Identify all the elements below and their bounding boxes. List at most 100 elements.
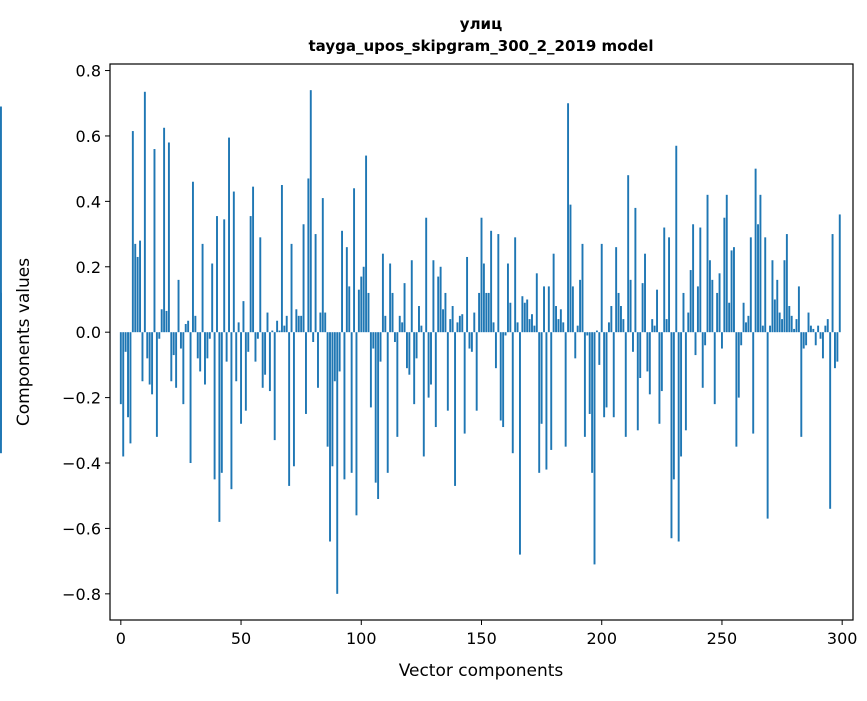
bar-component-93	[343, 332, 346, 480]
bar-component-173	[535, 273, 538, 333]
bar-component-174	[538, 332, 541, 473]
bar-component-138	[451, 306, 454, 333]
bar-component-71	[290, 243, 293, 333]
bar-component-156	[494, 332, 497, 369]
bar-component-264	[754, 168, 757, 333]
bar-component-163	[511, 332, 514, 454]
bar-component-214	[634, 207, 637, 333]
bar-component-95	[348, 286, 351, 333]
bar-component-110	[384, 315, 387, 333]
bar-component-133	[439, 266, 442, 333]
bar-component-237	[689, 270, 692, 333]
bar-component-9	[141, 332, 144, 382]
bar-component-191	[579, 279, 582, 333]
bar-component-164	[514, 237, 517, 333]
bar-component-227	[665, 319, 668, 333]
bar-component-179	[550, 332, 553, 450]
bar-component-261	[747, 315, 750, 333]
bar-component-91	[338, 332, 341, 372]
bar-component-232	[677, 332, 680, 542]
bar-component-32	[196, 332, 199, 359]
bar-component-16	[158, 332, 161, 339]
bar-component-115	[396, 332, 399, 437]
bar-component-undefined	[0, 106, 2, 333]
bar-component-252	[725, 194, 728, 333]
bar-component-117	[401, 322, 404, 333]
bar-component-260	[745, 322, 747, 333]
bar-component-233	[680, 332, 683, 457]
bar-component-143	[463, 332, 466, 434]
bar-component-25	[179, 332, 182, 349]
y-tick-label: −0.4	[62, 454, 101, 473]
bar-component-204	[610, 306, 613, 333]
x-tick-label: 0	[116, 629, 126, 648]
bar-component-7	[136, 256, 139, 333]
bar-component-211	[627, 175, 630, 333]
bar-component-83	[319, 312, 322, 333]
bar-component-209	[622, 319, 625, 333]
bar-component-190	[576, 325, 579, 333]
y-tick-label: −0.6	[62, 519, 101, 538]
bar-component-169	[526, 299, 529, 333]
bar-component-290	[817, 325, 820, 333]
bar-component-58	[259, 237, 262, 333]
bar-component-73	[295, 309, 298, 333]
bar-component-230	[672, 332, 675, 480]
bar-component-43	[223, 219, 226, 333]
bar-component-59	[261, 332, 264, 388]
bar-component-51	[242, 301, 245, 333]
bar-component-170	[528, 319, 531, 333]
bar-component-196	[591, 332, 594, 473]
bar-component-284	[802, 332, 805, 349]
bar-component-11	[146, 332, 149, 359]
bar-component-102	[365, 155, 368, 333]
bar-component-159	[502, 332, 505, 428]
bar-component-167	[521, 296, 524, 333]
bar-component-176	[543, 286, 545, 333]
bar-component-44	[225, 332, 228, 362]
bar-component-278	[788, 306, 791, 333]
bar-component-198	[595, 330, 598, 333]
bar-component-275	[781, 319, 784, 333]
bar-component-30	[191, 181, 194, 333]
bar-component-88	[331, 332, 334, 467]
bar-component-171	[531, 314, 533, 333]
bar-component-267	[761, 325, 764, 333]
bar-component-55	[252, 186, 255, 333]
bar-component-256	[735, 332, 738, 447]
bar-component-undefined	[0, 292, 2, 333]
bar-component-137	[449, 319, 452, 333]
bar-component-277	[785, 234, 788, 333]
bar-component-94	[345, 247, 348, 333]
bar-component-281	[795, 319, 798, 333]
bar-component-52	[244, 332, 247, 411]
bar-component-152	[485, 292, 488, 333]
bar-component-213	[632, 332, 634, 352]
bar-component-222	[653, 325, 656, 333]
bar-component-172	[533, 325, 536, 333]
bar-component-31	[194, 315, 197, 333]
bar-component-258	[740, 332, 743, 346]
bar-component-19	[165, 310, 168, 333]
bar-component-15	[155, 332, 158, 437]
bar-component-225	[660, 332, 663, 392]
bar-component-69	[285, 315, 288, 333]
bar-component-166	[519, 332, 521, 555]
x-axis-label: Vector components	[399, 661, 564, 681]
bar-component-33	[199, 332, 202, 372]
bar-component-98	[355, 332, 358, 516]
bar-component-36	[206, 332, 209, 359]
bar-component-295	[829, 332, 832, 509]
bar-component-183	[559, 309, 562, 333]
bar-component-158	[499, 332, 502, 421]
bar-component-193	[583, 332, 586, 437]
bar-component-41	[218, 332, 221, 522]
bar-component-212	[629, 279, 632, 333]
bar-component-113	[391, 292, 394, 333]
bar-component-63	[271, 330, 274, 333]
bar-component-65	[276, 320, 279, 333]
bar-component-80	[312, 332, 315, 342]
bar-component-157	[497, 234, 500, 333]
bar-component-84	[321, 198, 324, 333]
bar-component-118	[403, 283, 406, 333]
